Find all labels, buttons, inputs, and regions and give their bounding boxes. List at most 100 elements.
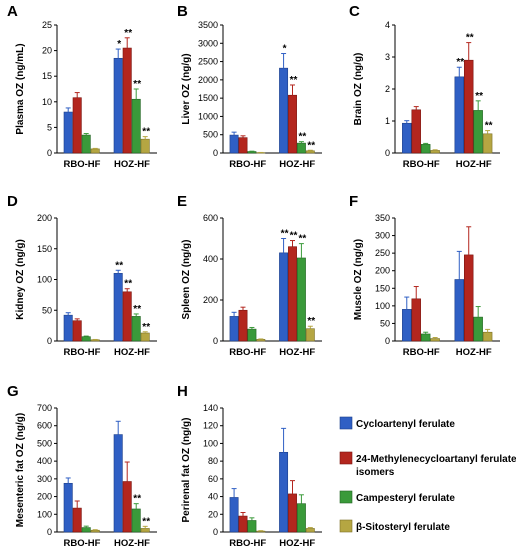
y-tick-label: 2000 xyxy=(198,75,218,85)
x-category-label: HOZ-HF xyxy=(114,347,150,358)
legend-label-line: isomers xyxy=(356,467,395,478)
bar xyxy=(140,138,150,154)
y-tick-label: 0 xyxy=(213,148,218,158)
y-axis-label: Mesenteric fat OZ (ng/g) xyxy=(15,413,26,527)
legend-swatch xyxy=(339,451,353,465)
significance-marker: ** xyxy=(290,75,298,86)
bar xyxy=(229,316,239,342)
y-axis-label: Muscle OZ (ng/g) xyxy=(353,239,364,320)
legend-item: 24-Methylenecycloartanyl ferulate isomers xyxy=(339,451,516,478)
bar xyxy=(279,252,289,342)
y-tick-label: 500 xyxy=(203,130,218,140)
x-category-label: HOZ-HF xyxy=(114,538,150,549)
y-tick-label: 0 xyxy=(47,336,52,346)
significance-marker: ** xyxy=(142,516,150,527)
panel-letter: H xyxy=(177,383,188,400)
significance-marker: ** xyxy=(115,260,123,271)
bar xyxy=(90,529,100,533)
y-tick-label: 200 xyxy=(375,266,390,276)
significance-marker: ** xyxy=(475,91,483,102)
significance-marker: ** xyxy=(466,33,474,44)
bar xyxy=(420,144,431,154)
bar xyxy=(463,59,474,154)
legend-swatch xyxy=(339,416,353,430)
legend-swatch xyxy=(339,490,353,504)
y-tick-label: 200 xyxy=(37,213,52,223)
y-tick-label: 15 xyxy=(42,71,52,81)
bar xyxy=(238,515,248,533)
bar xyxy=(113,57,123,154)
panel-letter: F xyxy=(349,193,358,210)
y-tick-label: 50 xyxy=(380,318,390,328)
bar xyxy=(296,142,306,154)
bar xyxy=(473,316,483,342)
chart-panel-c: C 0 1 2 3 4 Brain OZ (ng/g) RBO-HF ** ** ** ** HOZ-H… xyxy=(349,3,500,170)
y-tick-label: 10 xyxy=(42,97,52,107)
legend-label: Cycloartenyl ferulate xyxy=(356,419,455,430)
bar xyxy=(81,336,91,342)
x-category-label: RBO-HF xyxy=(64,347,101,358)
y-tick-label: 20 xyxy=(42,46,52,56)
chart-panel-b: B 0 500 1000 1500 2000 2500 3000 3500 Liver OZ (n… xyxy=(177,3,322,170)
bar xyxy=(420,333,431,342)
y-tick-label: 300 xyxy=(37,474,52,484)
y-tick-label: 80 xyxy=(208,456,218,466)
significance-marker: ** xyxy=(456,57,464,68)
bar xyxy=(131,316,141,342)
bar xyxy=(288,94,297,154)
y-tick-label: 300 xyxy=(375,231,390,241)
panel-letter: C xyxy=(349,3,360,20)
bar xyxy=(296,257,306,342)
bar xyxy=(140,528,150,533)
y-tick-label: 400 xyxy=(203,254,218,264)
x-category-label: RBO-HF xyxy=(229,538,266,549)
bar xyxy=(305,328,315,342)
bar xyxy=(411,109,421,154)
bar xyxy=(122,481,132,533)
panel-letter: D xyxy=(7,193,18,210)
chart-panel-h: H 0 20 40 60 80 100 120 140 Perirenal fat OZ (ng/… xyxy=(177,383,322,549)
y-tick-label: 150 xyxy=(37,244,52,254)
panel-letter: G xyxy=(7,383,19,400)
significance-marker: ** xyxy=(124,28,132,39)
x-category-label: RBO-HF xyxy=(64,538,101,549)
bar xyxy=(247,328,257,342)
bar xyxy=(90,148,100,154)
significance-marker: ** xyxy=(142,322,150,333)
y-axis-label: Perirenal fat OZ (ng/g) xyxy=(181,417,192,522)
y-tick-label: 100 xyxy=(37,509,52,519)
y-tick-label: 1000 xyxy=(198,111,218,121)
bar xyxy=(247,151,257,154)
bar xyxy=(113,273,123,342)
legend-label: Campesteryl ferulate xyxy=(356,493,455,504)
legend-swatch xyxy=(339,519,353,533)
y-tick-label: 1500 xyxy=(198,93,218,103)
y-tick-label: 4 xyxy=(385,20,390,30)
chart-panel-g: G 0 100 200 300 400 500 600 700 Mesenteric fat OZ… xyxy=(7,383,157,549)
y-tick-label: 700 xyxy=(37,403,52,413)
y-tick-label: 1 xyxy=(385,116,390,126)
y-tick-label: 100 xyxy=(37,275,52,285)
bar xyxy=(305,528,315,533)
significance-marker: ** xyxy=(307,316,315,327)
y-tick-label: 2500 xyxy=(198,57,218,67)
bar xyxy=(81,527,91,533)
significance-marker: ** xyxy=(485,121,493,132)
y-tick-label: 200 xyxy=(37,492,52,502)
y-axis-label: Brain OZ (ng/g) xyxy=(353,53,364,126)
bar xyxy=(113,434,123,533)
bar xyxy=(279,451,289,533)
y-tick-label: 120 xyxy=(203,421,218,431)
bar xyxy=(238,137,248,154)
y-tick-label: 20 xyxy=(208,509,218,519)
y-tick-label: 600 xyxy=(37,421,52,431)
legend-label-line: 24-Methylenecycloartanyl ferulate xyxy=(356,454,516,465)
significance-marker: * xyxy=(117,39,121,50)
bar xyxy=(402,122,412,154)
panel-letter: E xyxy=(177,193,187,210)
significance-marker: * xyxy=(283,44,287,55)
